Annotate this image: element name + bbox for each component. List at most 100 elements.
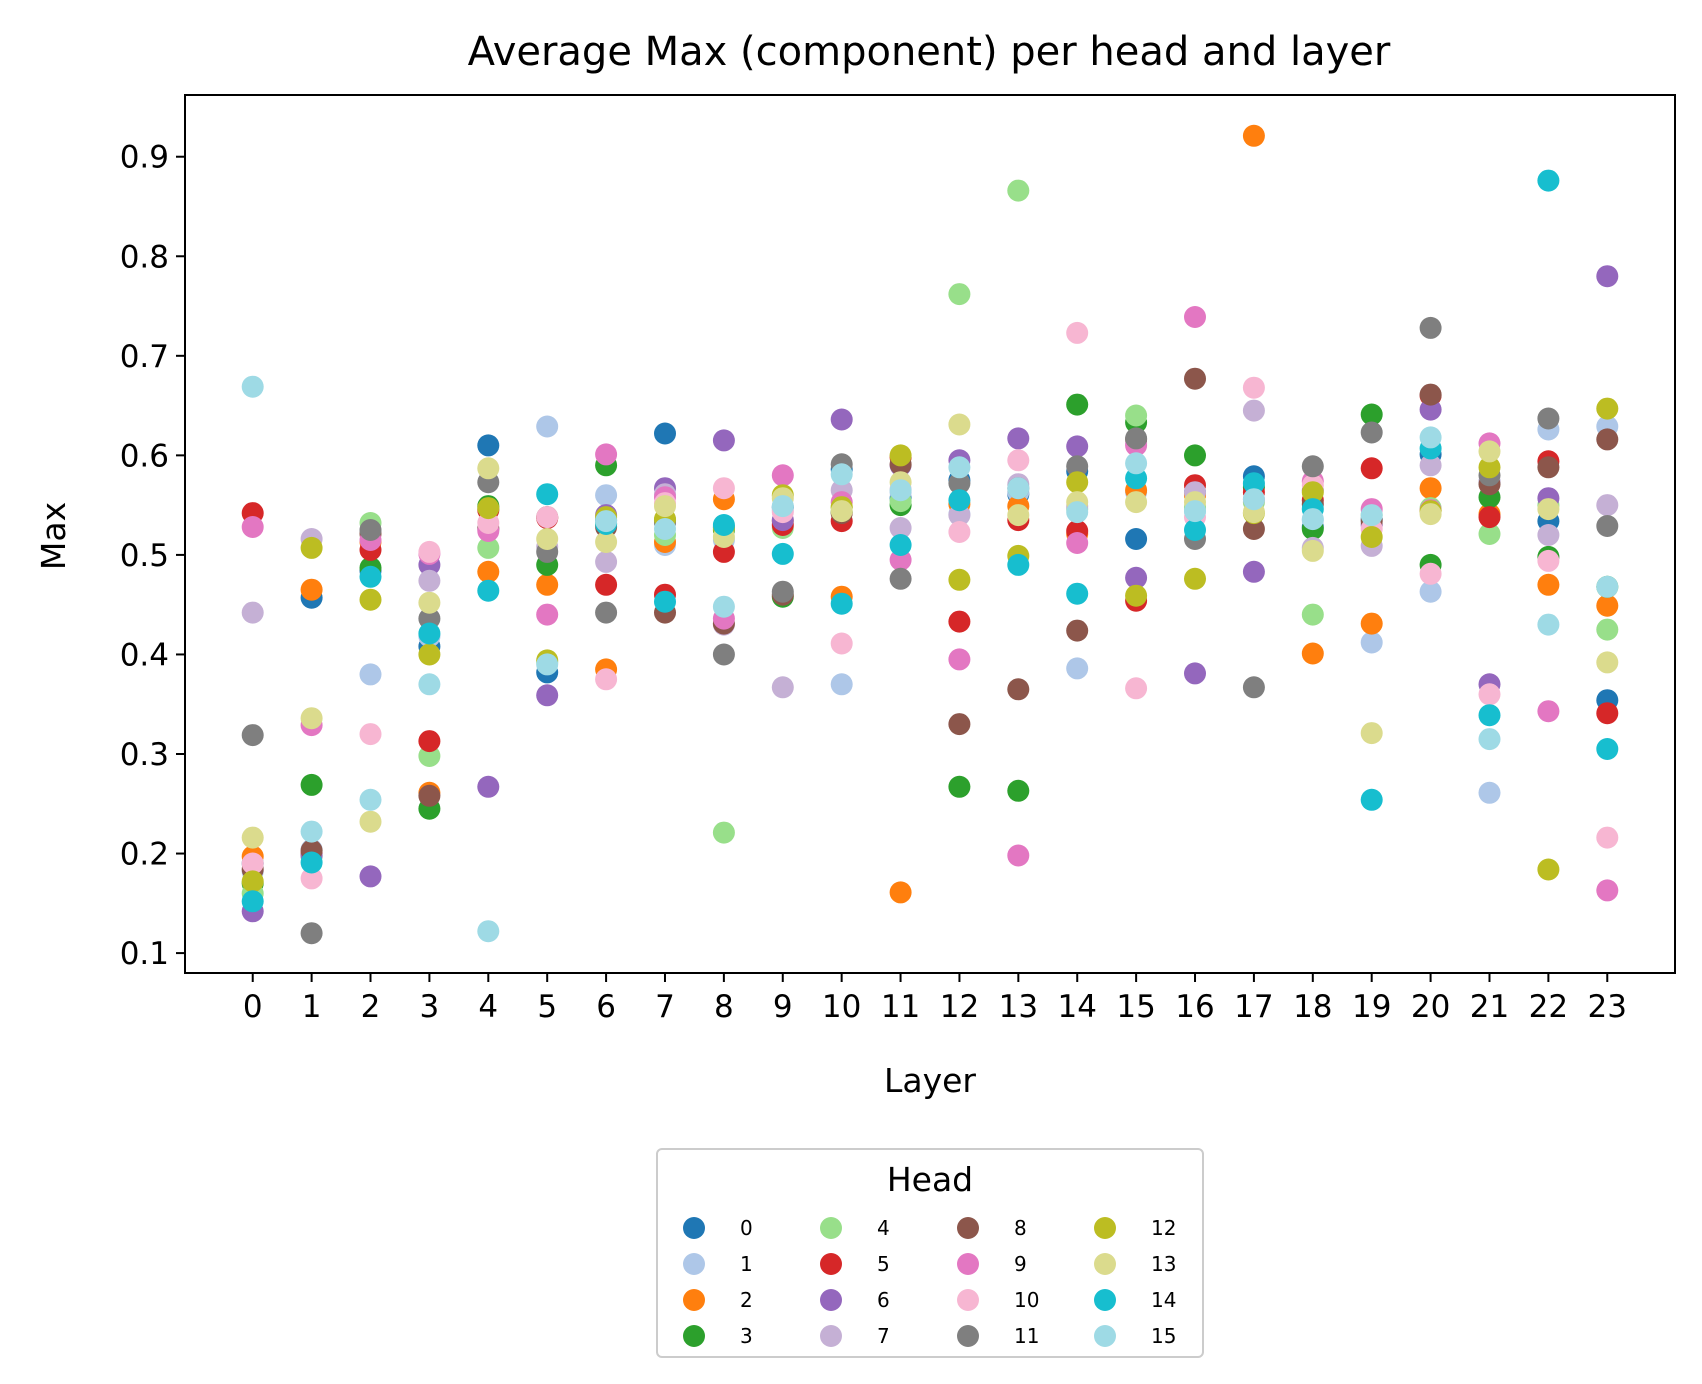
point-head-8-layer-20 — [1419, 383, 1442, 406]
point-head-12-layer-14 — [1066, 471, 1089, 494]
point-head-15-layer-8 — [712, 595, 735, 618]
point-head-12-layer-15 — [1125, 584, 1148, 607]
point-head-4-layer-13 — [1007, 179, 1030, 202]
point-head-2-layer-5 — [536, 573, 559, 596]
point-head-5-layer-23 — [1596, 702, 1619, 725]
point-head-13-layer-13 — [1007, 504, 1030, 527]
x-tick-label: 2 — [361, 989, 381, 1025]
y-tick-label: 0.1 — [120, 936, 169, 972]
point-head-7-layer-6 — [595, 550, 618, 573]
point-head-8-layer-16 — [1184, 367, 1206, 390]
point-head-15-layer-0 — [241, 375, 264, 398]
point-head-12-layer-1 — [300, 536, 323, 559]
point-head-2-layer-19 — [1360, 612, 1383, 635]
y-tick-label: 0.4 — [120, 637, 169, 673]
point-head-15-layer-23 — [1596, 575, 1619, 598]
legend-label-head-6: 6 — [877, 1288, 890, 1312]
point-head-3-layer-1 — [300, 773, 323, 796]
point-head-15-layer-14 — [1066, 501, 1089, 524]
legend-label-head-7: 7 — [877, 1324, 890, 1348]
x-tick-label: 18 — [1293, 989, 1332, 1025]
point-head-12-layer-0 — [241, 870, 264, 893]
point-head-11-layer-8 — [712, 643, 735, 666]
point-head-14-layer-2 — [359, 565, 382, 588]
point-head-15-layer-5 — [536, 653, 559, 676]
point-head-10-layer-22 — [1537, 549, 1560, 572]
x-tick-label: 4 — [478, 989, 498, 1025]
point-head-10-layer-6 — [595, 668, 618, 691]
legend-label-head-14: 14 — [1151, 1288, 1176, 1312]
point-head-13-layer-10 — [830, 500, 853, 523]
point-head-13-layer-3 — [418, 591, 441, 614]
point-head-8-layer-13 — [1007, 678, 1030, 701]
point-head-2-layer-11 — [889, 881, 912, 904]
point-head-13-layer-0 — [241, 826, 264, 849]
legend-label-head-2: 2 — [740, 1288, 753, 1312]
point-head-9-layer-22 — [1537, 700, 1560, 723]
x-tick-label: 11 — [881, 989, 920, 1025]
point-head-12-layer-18 — [1301, 481, 1324, 504]
x-tick-label: 23 — [1588, 989, 1627, 1025]
point-head-0-layer-7 — [654, 422, 676, 445]
point-head-14-layer-14 — [1066, 582, 1089, 605]
legend-marker-head-14 — [1094, 1289, 1116, 1311]
point-head-3-layer-16 — [1184, 444, 1206, 467]
point-head-11-layer-12 — [948, 472, 971, 495]
point-head-15-layer-9 — [771, 495, 794, 518]
y-axis-label: Max — [34, 502, 73, 570]
point-head-2-layer-17 — [1242, 124, 1265, 147]
point-head-13-layer-18 — [1301, 539, 1324, 562]
point-head-14-layer-21 — [1478, 704, 1501, 727]
point-head-10-layer-21 — [1478, 683, 1501, 706]
point-head-7-layer-3 — [418, 569, 441, 592]
point-head-3-layer-13 — [1007, 779, 1030, 802]
point-head-12-layer-12 — [948, 568, 971, 591]
point-head-14-layer-3 — [418, 622, 441, 645]
point-head-2-layer-18 — [1301, 642, 1324, 665]
point-head-12-layer-11 — [889, 444, 912, 467]
point-head-14-layer-12 — [948, 489, 971, 512]
x-tick-label: 14 — [1058, 989, 1097, 1025]
point-head-5-layer-12 — [948, 610, 971, 633]
point-head-14-layer-10 — [830, 592, 853, 615]
point-head-6-layer-14 — [1066, 435, 1089, 458]
legend-marker-head-13 — [1094, 1253, 1116, 1275]
point-head-14-layer-0 — [241, 890, 264, 913]
legend-marker-head-2 — [683, 1289, 705, 1311]
legend-label-head-3: 3 — [740, 1324, 753, 1348]
point-head-0-layer-4 — [477, 434, 500, 457]
point-head-15-layer-1 — [300, 820, 323, 843]
point-head-3-layer-14 — [1066, 393, 1089, 416]
legend-label-head-12: 12 — [1151, 1216, 1176, 1240]
x-tick-label: 16 — [1175, 989, 1214, 1025]
point-head-10-layer-14 — [1066, 321, 1089, 344]
legend-marker-head-10 — [957, 1289, 979, 1311]
point-head-13-layer-22 — [1537, 498, 1560, 521]
x-tick-label: 13 — [999, 989, 1038, 1025]
y-tick-label: 0.6 — [120, 438, 169, 474]
point-head-4-layer-12 — [948, 283, 971, 306]
point-head-2-layer-20 — [1419, 477, 1442, 500]
point-head-13-layer-15 — [1125, 491, 1148, 514]
legend-label-head-13: 13 — [1151, 1252, 1176, 1276]
point-head-4-layer-4 — [477, 536, 500, 559]
point-head-9-layer-12 — [948, 648, 971, 671]
point-head-9-layer-23 — [1596, 879, 1619, 902]
point-head-10-layer-2 — [359, 723, 382, 746]
points-layer — [241, 124, 1619, 945]
x-axis-ticks: 0 1 2 3 4 5 6 7 8 9 10 11 12 13 14 15 16 17 18 19 20 21 22 23 — [243, 973, 1627, 1025]
point-head-1-layer-10 — [830, 673, 853, 696]
legend-marker-head-5 — [820, 1253, 842, 1275]
point-head-15-layer-17 — [1242, 488, 1265, 511]
point-head-10-layer-23 — [1596, 826, 1619, 849]
point-head-4-layer-21 — [1478, 523, 1501, 545]
x-tick-label: 9 — [773, 989, 793, 1025]
point-head-14-layer-7 — [654, 590, 676, 613]
point-head-8-layer-17 — [1242, 518, 1265, 540]
point-head-9-layer-14 — [1066, 532, 1089, 554]
point-head-15-layer-21 — [1478, 728, 1501, 751]
point-head-6-layer-23 — [1596, 265, 1619, 288]
x-tick-label: 3 — [420, 989, 440, 1025]
point-head-13-layer-7 — [654, 495, 676, 518]
point-head-11-layer-9 — [771, 580, 794, 603]
